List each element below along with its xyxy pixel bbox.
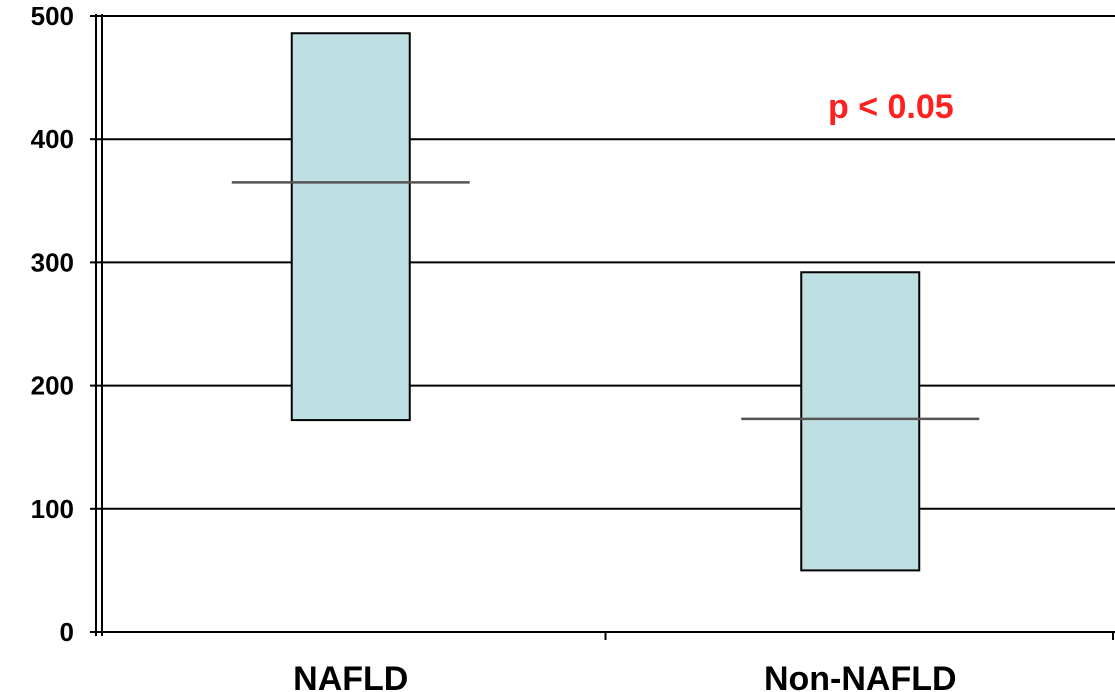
boxes [231, 32, 980, 572]
y-tick-label: 400 [31, 124, 74, 154]
x-ticks: NAFLD Non-NAFLD [293, 632, 1114, 692]
box [290, 32, 411, 422]
y-tick-label: 200 [31, 371, 74, 401]
y-ticks: 0 100 200 300 400 500 [31, 1, 96, 647]
y-tick-label: 500 [31, 1, 74, 31]
box [800, 271, 921, 572]
x-tick-label: NAFLD [293, 660, 408, 692]
p-value-annotation: p < 0.05 [828, 88, 954, 126]
axes [95, 14, 1115, 636]
y-tick-label: 0 [60, 617, 74, 647]
x-tick-label: Non-NAFLD [764, 660, 957, 692]
y-tick-label: 300 [31, 247, 74, 277]
y-tick-label: 100 [31, 494, 74, 524]
gridlines [96, 15, 1115, 510]
